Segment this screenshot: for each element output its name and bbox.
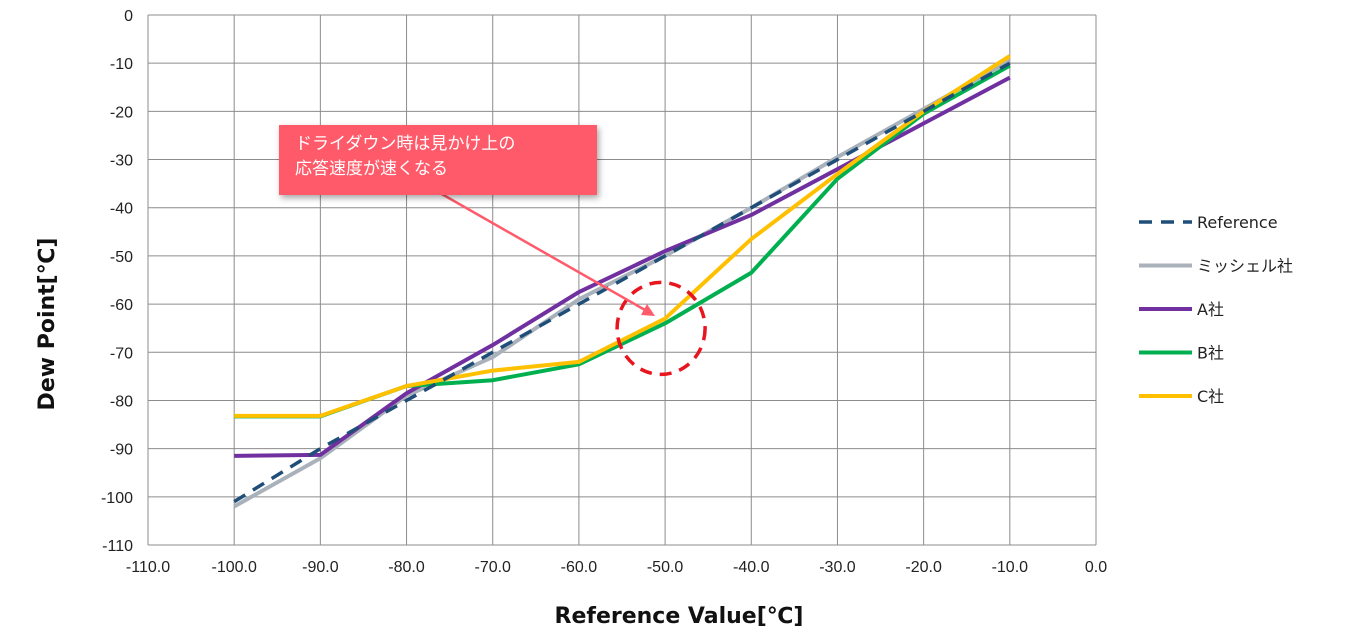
x-tick-label: -60.0	[561, 559, 598, 576]
legend-label: ミッシェル社	[1197, 257, 1293, 276]
y-tick-label: -90	[110, 442, 133, 459]
legend-label: A社	[1197, 300, 1224, 319]
legend-label: B社	[1197, 344, 1224, 363]
y-tick-label: -110	[102, 538, 133, 555]
y-tick-label: -10	[110, 56, 133, 73]
x-axis-ticks: -110.0 -100.0 -90.0 -80.0 -70.0 -60.0 -50.0 -40…	[126, 559, 1107, 576]
highlight-circle	[615, 280, 707, 377]
y-tick-label: 0	[124, 8, 133, 25]
y-tick-label: -80	[110, 393, 133, 410]
annotation-marks	[439, 191, 707, 377]
legend-label: Reference	[1197, 213, 1278, 232]
y-tick-label: -70	[110, 345, 133, 362]
y-tick-label: -100	[101, 490, 133, 507]
x-tick-label: -110.0	[126, 559, 170, 576]
y-tick-label: -30	[110, 153, 133, 170]
x-tick-label: -30.0	[819, 559, 856, 576]
y-axis-title: Dew Point[℃]	[35, 238, 60, 411]
series-line-c	[234, 54, 1011, 418]
annotation-line-1: ドライダウン時は見かけ上の	[295, 134, 516, 154]
x-tick-label: -80.0	[388, 559, 425, 576]
y-axis-ticks: 0 -10 -20 -30 -40 -50 -60 -70 -80 -90 -100 -110	[101, 8, 133, 555]
x-tick-label: -50.0	[647, 559, 684, 576]
x-tick-label: -70.0	[474, 559, 511, 576]
annotation-arrow	[439, 191, 646, 312]
annotation-arrowhead	[641, 304, 655, 316]
legend-label: C社	[1197, 387, 1224, 406]
x-tick-label: -20.0	[905, 559, 942, 576]
series-line-b	[234, 63, 1011, 419]
x-tick-label: -100.0	[211, 559, 256, 576]
x-tick-label: -10.0	[992, 559, 1029, 576]
legend: Reference ミッシェル社 A社 B社 C社	[1139, 213, 1293, 406]
annotation-line-2: 応答速度が速くなる	[295, 159, 448, 179]
x-tick-label: -40.0	[733, 559, 770, 576]
annotation-callout: ドライダウン時は見かけ上の 応答速度が速くなる	[279, 125, 597, 195]
series-line-michell	[233, 59, 1011, 509]
grid-lines	[147, 14, 1097, 546]
x-tick-label: 0.0	[1085, 559, 1107, 576]
x-axis-title: Reference Value[℃]	[555, 604, 804, 629]
series-lines	[233, 54, 1011, 509]
y-tick-label: -40	[110, 201, 133, 218]
y-tick-label: -50	[110, 249, 133, 266]
x-tick-label: -90.0	[302, 559, 339, 576]
y-tick-label: -60	[110, 297, 133, 314]
series-line-reference	[233, 61, 1011, 504]
y-tick-label: -20	[110, 104, 133, 121]
